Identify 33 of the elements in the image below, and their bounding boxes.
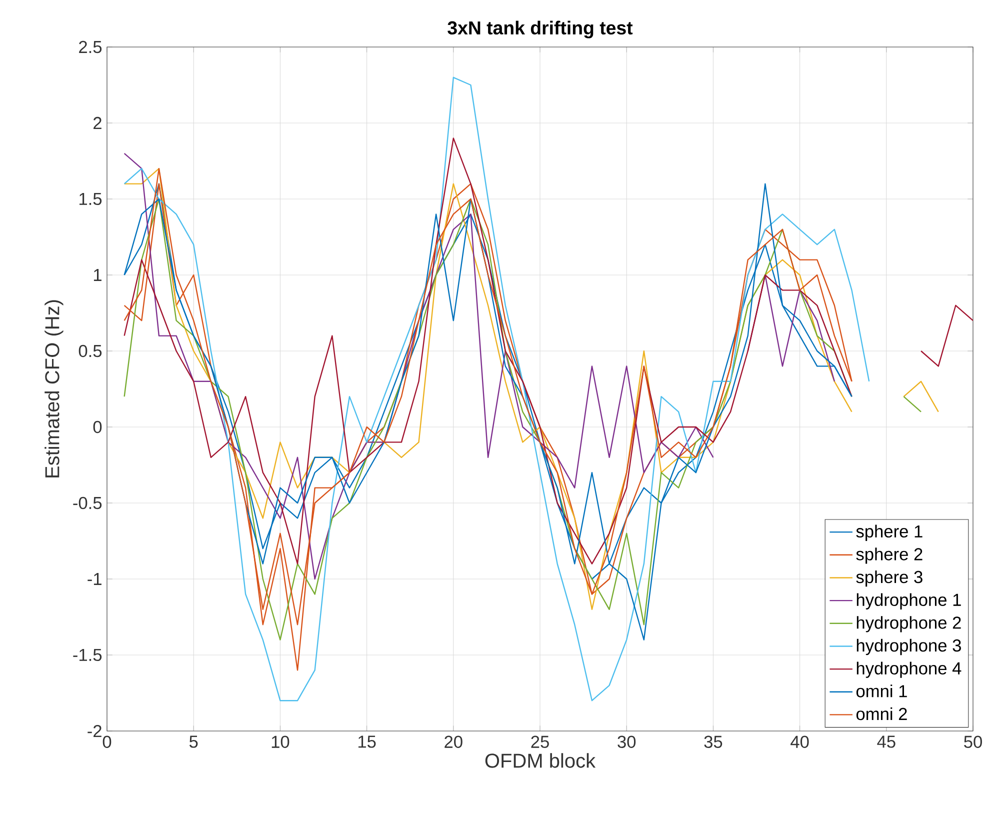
legend-label: sphere 3 [856,570,922,587]
legend-label: omni 2 [856,707,907,720]
legend-label: sphere 2 [856,548,922,564]
y-tick-label: 1.5 [80,192,102,206]
x-tick-label: 0 [102,736,112,748]
chart-title: 3xN tank drifting test [448,20,633,38]
x-tick-label: 25 [531,736,549,748]
y-tick-label: 2 [94,116,102,130]
x-tick-label: 45 [877,736,896,748]
x-tick-label: 20 [444,736,462,748]
x-tick-label: 50 [964,736,982,748]
y-tick-label: 2.5 [79,40,102,54]
legend-label: hydrophone 1 [856,593,961,610]
y-tick-label: 1 [94,269,102,281]
x-axis-title: OFDM block [485,753,596,768]
x-tick-label: 10 [272,736,290,748]
legend-label: hydrophone 3 [856,638,961,656]
x-tick-label: 30 [618,736,636,748]
legend-label: omni 1 [856,684,907,698]
x-tick-label: 35 [704,736,722,748]
y-tick-label: -0.5 [73,496,102,510]
y-tick-label: 0.5 [78,344,102,358]
x-tick-label: 5 [189,736,198,748]
x-tick-label: 15 [358,736,376,748]
y-tick-label: 0 [93,420,102,434]
y-tick-label: -2 [88,724,102,738]
legend-label: hydrophone 4 [856,662,962,678]
x-tick-label: 40 [790,736,809,748]
legend-label: hydrophone 2 [856,616,961,632]
y-axis-title: Estimated CFO (Hz) [44,300,64,478]
y-tick-label: -1.5 [73,648,102,662]
y-tick-label: -1 [88,573,102,585]
legend-label: sphere 1 [856,524,922,541]
